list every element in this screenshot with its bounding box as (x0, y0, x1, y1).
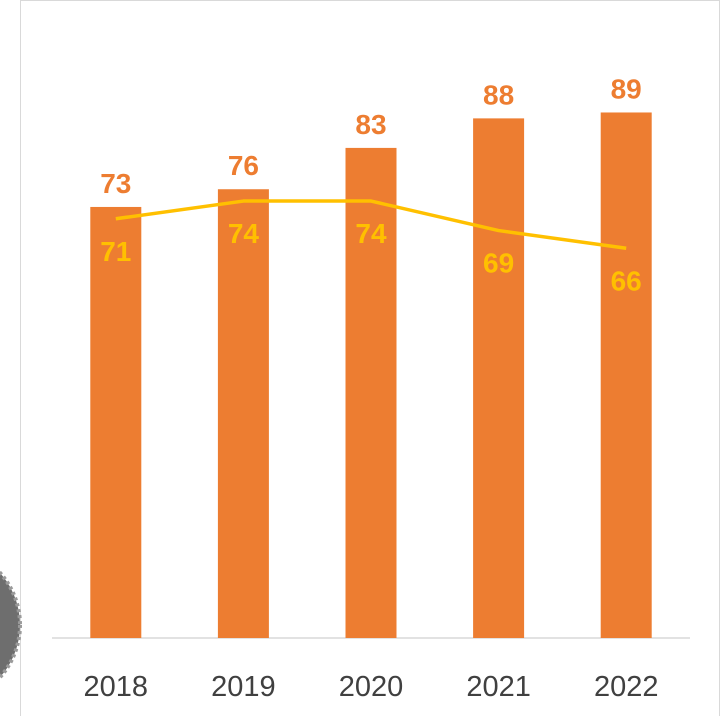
line-value-label-2019: 74 (228, 218, 260, 249)
line-value-label-2021: 69 (483, 248, 514, 279)
bar-2018 (90, 206, 142, 638)
x-tick-label-2022: 2022 (594, 671, 659, 703)
x-tick-label-2020: 2020 (339, 671, 404, 703)
line-value-label-2022: 66 (611, 265, 642, 296)
seal-decoration (0, 569, 22, 681)
chart-frame (20, 0, 720, 716)
series-line (115, 199, 627, 251)
x-tick-label-2019: 2019 (211, 671, 276, 703)
bar-value-label-2019: 76 (228, 150, 259, 181)
bar-value-label-2018: 73 (100, 168, 131, 199)
bar-value-label-2020: 83 (355, 109, 386, 140)
bar-2021 (473, 118, 525, 638)
bar-value-label-2021: 88 (483, 79, 514, 110)
line-value-label-2020: 74 (355, 218, 387, 249)
x-tick-label-2021: 2021 (466, 671, 531, 703)
bar-value-label-2022: 89 (611, 73, 642, 104)
line-value-label-2018: 71 (100, 236, 131, 267)
bar-2022 (600, 112, 652, 638)
x-tick-label-2018: 2018 (84, 671, 149, 703)
bar-2019 (217, 189, 269, 638)
bar-2020 (345, 147, 397, 638)
